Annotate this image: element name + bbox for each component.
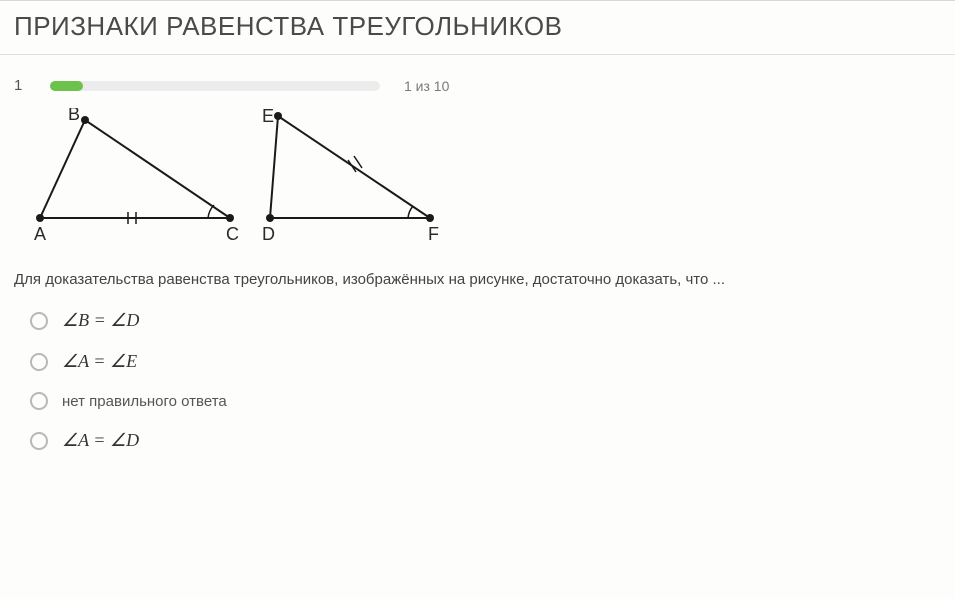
progress-label: 1 из 10 bbox=[404, 78, 449, 94]
label-a: A bbox=[34, 224, 46, 244]
vertex-a-dot bbox=[36, 214, 44, 222]
page-title: ПРИЗНАКИ РАВЕНСТВА ТРЕУГОЛЬНИКОВ bbox=[14, 11, 941, 42]
tick-ef-1 bbox=[348, 160, 356, 172]
option-1[interactable]: ∠B = ∠D bbox=[30, 300, 941, 341]
tick-ef-2 bbox=[354, 156, 362, 168]
options-list: ∠B = ∠D ∠A = ∠E нет правильного ответа ∠… bbox=[0, 292, 955, 461]
vertex-d-dot bbox=[266, 214, 274, 222]
option-4-label: ∠A = ∠D bbox=[62, 430, 139, 451]
angle-arc-c bbox=[208, 205, 214, 218]
label-f: F bbox=[428, 224, 439, 244]
vertex-f-dot bbox=[426, 214, 434, 222]
label-d: D bbox=[262, 224, 275, 244]
progress-row: 1 1 из 10 bbox=[0, 55, 955, 104]
radio-2[interactable] bbox=[30, 353, 48, 371]
question-text: Для доказательства равенства треугольник… bbox=[0, 253, 955, 292]
progress-bar-fill bbox=[50, 81, 83, 91]
triangle-def bbox=[270, 116, 430, 218]
angle-arc-f bbox=[408, 206, 413, 218]
option-3-label: нет правильного ответа bbox=[62, 393, 227, 410]
label-c: C bbox=[226, 224, 239, 244]
header-bar: ПРИЗНАКИ РАВЕНСТВА ТРЕУГОЛЬНИКОВ bbox=[0, 0, 955, 55]
triangle-abc bbox=[40, 120, 230, 218]
option-1-label: ∠B = ∠D bbox=[62, 310, 139, 331]
vertex-e-dot bbox=[274, 112, 282, 120]
radio-1[interactable] bbox=[30, 312, 48, 330]
radio-3[interactable] bbox=[30, 392, 48, 410]
triangles-figure: A B C D E F bbox=[0, 104, 955, 253]
label-b: B bbox=[68, 108, 80, 124]
option-2[interactable]: ∠A = ∠E bbox=[30, 341, 941, 382]
option-4[interactable]: ∠A = ∠D bbox=[30, 420, 941, 461]
vertex-c-dot bbox=[226, 214, 234, 222]
radio-4[interactable] bbox=[30, 432, 48, 450]
question-number: 1 bbox=[14, 77, 32, 94]
option-2-label: ∠A = ∠E bbox=[62, 351, 137, 372]
option-3[interactable]: нет правильного ответа bbox=[30, 382, 941, 420]
label-e: E bbox=[262, 108, 274, 126]
vertex-b-dot bbox=[81, 116, 89, 124]
progress-bar bbox=[50, 81, 380, 91]
triangles-svg: A B C D E F bbox=[30, 108, 460, 248]
